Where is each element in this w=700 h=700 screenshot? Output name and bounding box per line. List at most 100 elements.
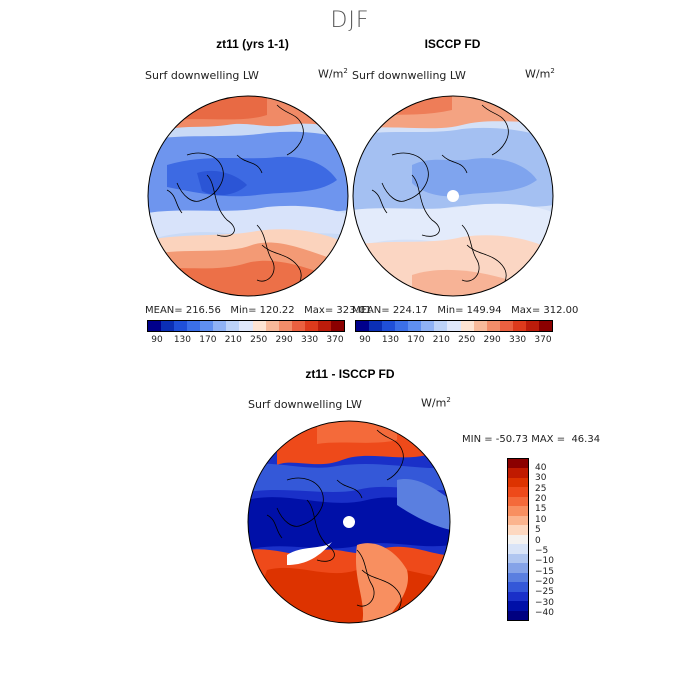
colorbar-tick-label: 0 [535, 535, 541, 546]
colorbar-tick-label: 170 [407, 335, 425, 345]
figure-title: DJF [330, 8, 370, 33]
colorbar-cell [447, 321, 461, 331]
colorbar-cell [508, 468, 528, 478]
colorbar-cell [508, 496, 528, 507]
left-polar-map [147, 95, 349, 297]
colorbar-cell [213, 321, 227, 331]
colorbar-cell [508, 610, 528, 620]
colorbar-tick-label: 130 [381, 335, 400, 345]
colorbar-cell [508, 506, 528, 516]
coastlines [266, 429, 404, 621]
colorbar-tick-label: 370 [534, 335, 552, 345]
left-colorbar-ticks: 90 130 170 210 250 290 330 370 [147, 335, 345, 347]
colorbar-tick-label: −5 [535, 545, 549, 556]
diff-units-label: W/m2 [421, 396, 451, 410]
colorbar-cell [508, 515, 528, 526]
colorbar-tick-label: −30 [535, 597, 554, 608]
diff-polar-map [247, 420, 451, 624]
colorbar-cell [395, 321, 409, 331]
colorbar-cell [508, 477, 528, 488]
colorbar-cell [508, 582, 528, 592]
colorbar-tick-label: 20 [535, 494, 547, 505]
colorbar-tick-label: 330 [508, 335, 527, 345]
warm-region [317, 421, 397, 444]
coastlines [166, 104, 304, 296]
colorbar-cell [200, 321, 214, 331]
colorbar-tick-label: 210 [432, 335, 450, 345]
colorbar-cell [473, 321, 487, 331]
left-units-label: W/m2 [318, 67, 348, 81]
colorbar-cell [369, 321, 383, 331]
colorbar-cell [508, 553, 528, 564]
colorbar-cell [508, 459, 528, 469]
colorbar-cell [161, 321, 175, 331]
colorbar-tick-label: 370 [326, 335, 344, 345]
colorbar-cell [508, 563, 528, 573]
colorbar-tick-label: 130 [173, 335, 192, 345]
right-colorbar [355, 320, 553, 332]
colorbar-tick-label: 250 [458, 335, 476, 345]
right-units-label: W/m2 [525, 67, 555, 81]
colorbar-cell [460, 321, 474, 331]
colorbar-cell [252, 321, 266, 331]
right-colorbar-ticks: 90 130 170 210 250 290 330 370 [355, 335, 553, 347]
colorbar-tick-label: 290 [483, 335, 501, 345]
colorbar-cell [356, 321, 370, 331]
diff-colorbar [507, 458, 529, 621]
warm-region [167, 96, 267, 120]
pole-gap [343, 516, 355, 528]
colorbar-cell [382, 321, 396, 331]
colorbar-cell [226, 321, 240, 331]
cold-region [397, 479, 450, 530]
colorbar-cell [278, 321, 292, 331]
colorbar-tick-label: −10 [535, 556, 554, 567]
colorbar-cell [317, 321, 331, 331]
colorbar-cell [291, 321, 305, 331]
colorbar-tick-label: −25 [535, 587, 554, 598]
colorbar-tick-label: 40 [535, 463, 547, 473]
colorbar-cell [508, 572, 528, 583]
colorbar-tick-label: 30 [535, 473, 547, 484]
colorbar-tick-label: −15 [535, 566, 554, 577]
colorbar-cell [486, 321, 500, 331]
colorbar-tick-label: 15 [535, 504, 547, 515]
colorbar-tick-label: 330 [300, 335, 319, 345]
colorbar-cell [508, 534, 528, 545]
colorbar-cell [187, 321, 201, 331]
cold-region [412, 158, 537, 197]
colorbar-cell [408, 321, 422, 331]
colorbar-cell [434, 321, 448, 331]
near-zero-region [287, 542, 332, 565]
diff-colorbar-ticks: 40 30 25 20 15 10 5 0 −5 −10 −15 −20 −25 −30 −40 [535, 458, 575, 621]
colorbar-tick-label: 90 [151, 335, 163, 345]
colorbar-cell [239, 321, 253, 331]
left-variable-label: Surf downwelling LW [145, 69, 259, 82]
colorbar-cell [538, 321, 552, 331]
colorbar-cell [508, 525, 528, 535]
colorbar-cell [508, 601, 528, 611]
diff-panel-title: zt11 - ISCCP FD [305, 367, 395, 381]
colorbar-cell [304, 321, 318, 331]
cold-region [197, 170, 247, 196]
colorbar-cell [148, 321, 162, 331]
colorbar-cell [265, 321, 279, 331]
colorbar-cell [508, 487, 528, 497]
colorbar-cell [512, 321, 526, 331]
right-polar-map [352, 95, 554, 297]
colorbar-tick-label: 250 [250, 335, 268, 345]
colorbar-tick-label: 25 [535, 483, 547, 494]
colorbar-tick-label: 5 [535, 525, 541, 536]
right-stats: MEAN= 224.17 Min= 149.94 Max= 312.00 [352, 305, 579, 316]
coastlines [371, 104, 509, 296]
colorbar-tick-label: −20 [535, 576, 554, 587]
warm-region [248, 566, 450, 623]
colorbar-cell [330, 321, 344, 331]
diff-stats: MIN = -50.73 MAX = 46.34 [462, 434, 601, 445]
colorbar-tick-label: 290 [275, 335, 293, 345]
left-colorbar [147, 320, 345, 332]
colorbar-cell [421, 321, 435, 331]
colorbar-tick-label: 90 [359, 335, 371, 345]
colorbar-tick-label: 170 [199, 335, 217, 345]
right-variable-label: Surf downwelling LW [352, 69, 466, 82]
colorbar-cell [174, 321, 188, 331]
